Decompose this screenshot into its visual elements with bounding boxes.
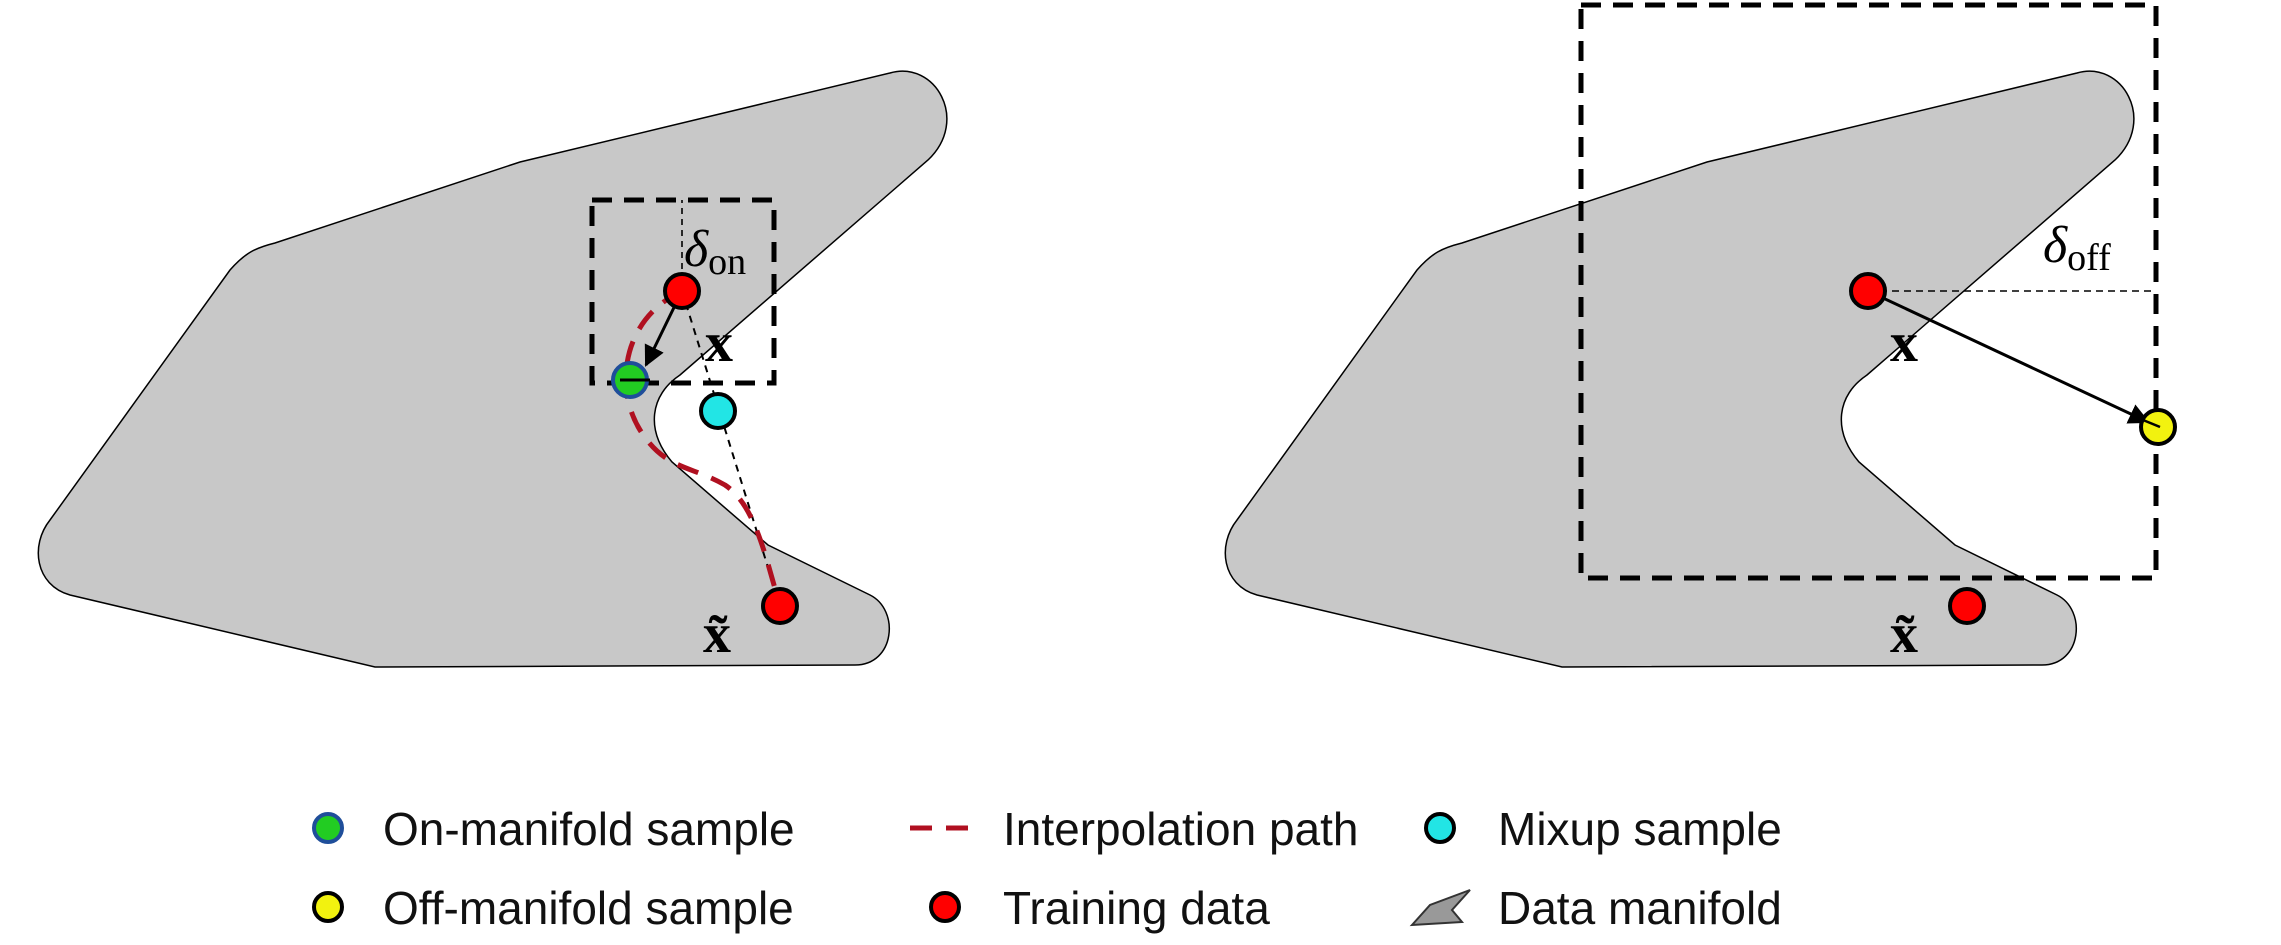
right-panel-overlay: δoff x x̃ [1578, 2, 2177, 665]
manifold-shape-icon [1409, 889, 1471, 927]
x-tilde-label-left: x̃ [703, 603, 731, 665]
off-manifold-cursor-mark [2142, 418, 2161, 429]
mixup-line [681, 290, 781, 607]
legend-training-icon [929, 891, 961, 923]
training-point-x-left [663, 272, 701, 310]
data-manifold-right [1224, 70, 2135, 668]
left-panel: δon x x̃ [37, 70, 948, 668]
legend-mixup-icon [1424, 812, 1456, 844]
mixup-sample-point [699, 392, 737, 430]
training-point-x-tilde-right [1948, 587, 1986, 625]
legend-mixup-label: Mixup sample [1498, 803, 1782, 855]
delta-off-label: δoff [2043, 217, 2111, 279]
training-point-x-right [1849, 272, 1887, 310]
right-panel [1224, 70, 2135, 668]
x-label-right: x [1890, 312, 1918, 374]
perturbation-arrow-right [1867, 289, 2150, 424]
x-label-left: x [705, 312, 733, 374]
legend-interpolation-label: Interpolation path [1003, 803, 1359, 855]
delta-on-label: δon [684, 221, 746, 283]
legend-on-manifold-icon [312, 812, 344, 844]
data-manifold-left [37, 70, 948, 668]
legend: On-manifold sample Interpolation path Mi… [312, 803, 1782, 934]
x-tilde-label-right: x̃ [1890, 603, 1918, 665]
legend-on-manifold-label: On-manifold sample [383, 803, 795, 855]
interpolation-path [623, 288, 783, 607]
legend-manifold-label: Data manifold [1498, 882, 1782, 934]
legend-training-label: Training data [1003, 882, 1270, 934]
legend-off-manifold-icon [312, 891, 344, 923]
delta-on-box [589, 197, 777, 386]
legend-off-manifold-label: Off-manifold sample [383, 882, 794, 934]
training-point-x-tilde-left [761, 587, 799, 625]
